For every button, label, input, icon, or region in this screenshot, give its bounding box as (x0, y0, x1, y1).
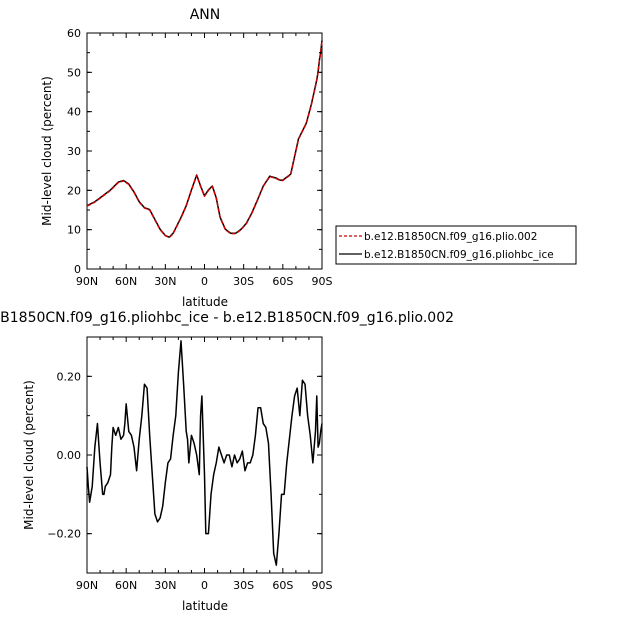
x-tick-label: 60S (272, 579, 293, 592)
y-tick-label: 30 (67, 145, 81, 158)
x-tick-label: 30N (154, 579, 176, 592)
x-tick-label: 60N (115, 275, 137, 288)
x-tick-label: 60N (115, 579, 137, 592)
x-tick-label: 30S (233, 275, 254, 288)
top-plot-frame (86, 32, 323, 270)
x-tick-label: 60S (272, 275, 293, 288)
y-tick-label: 0.00 (57, 449, 82, 462)
bottom-xlabel: latitude (182, 599, 228, 613)
legend-box (335, 225, 577, 265)
y-tick-label: 20 (67, 184, 81, 197)
x-tick-label: 0 (201, 275, 208, 288)
x-tick-label: 30N (154, 275, 176, 288)
top-title: ANN (190, 7, 221, 23)
bottom-series-group (86, 340, 323, 566)
y-tick-label: 0 (74, 263, 81, 276)
bottom-panel: b.e12.B1850CN.f09_g16.pliohbc_ice - b.e1… (0, 310, 454, 613)
top-xlabel: latitude (182, 295, 228, 309)
x-tick-label: 90S (312, 275, 333, 288)
y-tick-label: 50 (67, 66, 81, 79)
x-tick-label: 90N (76, 579, 98, 592)
bottom-axis-ticks: 90N 60N 30N 0 30S 60S 90S 0.20 0.00 −0.20 (47, 336, 333, 592)
series-line-1 (86, 340, 323, 566)
x-tick-label: 30S (233, 579, 254, 592)
x-tick-label: 0 (201, 579, 208, 592)
legend-label-series-1: b.e12.B1850CN.f09_g16.plio.002 (364, 231, 537, 243)
legend: b.e12.B1850CN.f09_g16.plio.002 b.e12.B18… (335, 225, 577, 265)
y-tick-label: 10 (67, 224, 81, 237)
series-line-2 (86, 40, 323, 238)
legend-label-series-2: b.e12.B1850CN.f09_g16.pliohbc_ice (364, 249, 554, 261)
top-series-group (86, 40, 323, 239)
y-tick-label: −0.20 (47, 528, 81, 541)
x-tick-label: 90N (76, 275, 98, 288)
y-tick-label: 60 (67, 27, 81, 40)
top-panel: ANN 90N 60N 30N 0 30S 60S 90S 0 10 20 30 40 50 60 lat… (40, 7, 333, 309)
y-tick-label: 0.20 (57, 370, 82, 383)
bottom-title: b.e12.B1850CN.f09_g16.pliohbc_ice - b.e1… (0, 310, 454, 326)
x-tick-label: 90S (312, 579, 333, 592)
y-tick-label: 40 (67, 106, 81, 119)
series-line-1 (86, 40, 323, 239)
top-ylabel: Mid-level cloud (percent) (40, 76, 54, 226)
bottom-ylabel: Mid-level cloud (percent) (22, 380, 36, 530)
top-axis-ticks: 90N 60N 30N 0 30S 60S 90S 0 10 20 30 40 50 60 (67, 27, 333, 288)
